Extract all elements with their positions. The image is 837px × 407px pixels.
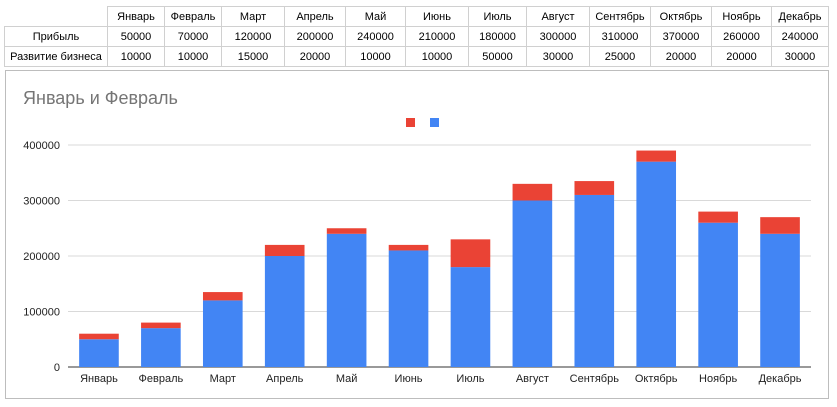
sheet-cell[interactable]: 200000 bbox=[284, 26, 346, 47]
bar-segment bbox=[326, 228, 367, 234]
sheet-cell[interactable]: 310000 bbox=[589, 26, 651, 47]
sheet-cell[interactable]: 30000 bbox=[771, 46, 829, 67]
sheet-cell[interactable]: 10000 bbox=[107, 46, 165, 67]
sheet-cell[interactable]: 10000 bbox=[164, 46, 222, 67]
bar-segment bbox=[698, 211, 738, 223]
sheet-row-label[interactable]: Развитие бизнеса bbox=[4, 46, 108, 67]
sheet-cell[interactable]: 50000 bbox=[468, 46, 527, 67]
sheet-cell[interactable]: 15000 bbox=[221, 46, 285, 67]
bar-segment bbox=[141, 322, 181, 329]
bar-segment bbox=[202, 292, 243, 301]
sheet-header-cell[interactable]: Июль bbox=[468, 6, 527, 27]
sheet-data-row: Развитие бизнеса 10000 10000 15000 20000 1000… bbox=[4, 46, 829, 67]
bar-segment bbox=[326, 233, 367, 367]
sheet-cell[interactable]: 70000 bbox=[164, 26, 222, 47]
sheet-cell[interactable]: 20000 bbox=[650, 46, 712, 67]
chart-container[interactable]: Январь и Февраль 0 100000 200000 300000 4000… bbox=[5, 70, 829, 399]
bar-segment bbox=[388, 250, 429, 367]
bar-segment bbox=[264, 256, 305, 367]
sheet-header-cell[interactable]: Ноябрь bbox=[711, 6, 772, 27]
sheet-cell[interactable]: 25000 bbox=[589, 46, 651, 67]
x-tick-label: Апрель bbox=[266, 373, 304, 385]
sheet-cell[interactable]: 50000 bbox=[107, 26, 165, 47]
y-tick-label: 300000 bbox=[23, 196, 60, 208]
sheet-row-label[interactable]: Прибыль bbox=[4, 26, 108, 47]
sheet-header-cell[interactable]: Август bbox=[526, 6, 590, 27]
bar-segment bbox=[264, 244, 305, 256]
sheet-header-cell[interactable]: Январь bbox=[107, 6, 165, 27]
sheet-cell[interactable]: 30000 bbox=[526, 46, 590, 67]
bar-segment bbox=[698, 222, 738, 367]
y-tick-label: 400000 bbox=[23, 140, 60, 152]
bar-segment bbox=[388, 244, 429, 251]
sheet-data-row: Прибыль 50000 70000 120000 200000 240000 21000… bbox=[4, 26, 829, 47]
x-tick-label: Июль bbox=[456, 373, 484, 385]
sheet-header-cell[interactable]: Март bbox=[221, 6, 285, 27]
y-tick-label: 0 bbox=[54, 362, 60, 374]
sheet-header-cell[interactable]: Июнь bbox=[405, 6, 469, 27]
sheet-header-cell[interactable]: Сентябрь bbox=[589, 6, 651, 27]
bar-segment bbox=[79, 339, 119, 367]
x-tick-label: Октябрь bbox=[635, 373, 678, 385]
sheet-header-cell[interactable]: Май bbox=[345, 6, 406, 27]
x-tick-label: Февраль bbox=[139, 373, 184, 385]
bar-segment bbox=[450, 239, 491, 268]
sheet-cell[interactable]: 240000 bbox=[771, 26, 829, 47]
x-tick-label: Декабрь bbox=[759, 373, 802, 385]
bar-segment bbox=[450, 267, 491, 367]
sheet-header-cell[interactable]: Декабрь bbox=[771, 6, 829, 27]
sheet-cell[interactable]: 120000 bbox=[221, 26, 285, 47]
sheet-cell[interactable]: 370000 bbox=[650, 26, 712, 47]
x-tick-label: Июнь bbox=[395, 373, 423, 385]
sheet-header-cell[interactable]: Апрель bbox=[284, 6, 346, 27]
x-tick-label: Сентябрь bbox=[570, 373, 620, 385]
sheet-cell[interactable]: 260000 bbox=[711, 26, 772, 47]
bar-segment bbox=[636, 161, 677, 367]
bar-segment bbox=[512, 183, 553, 201]
sheet-cell[interactable]: 180000 bbox=[468, 26, 527, 47]
x-tick-label: Ноябрь bbox=[699, 373, 737, 385]
chart-title: Январь и Февраль bbox=[23, 88, 178, 108]
spreadsheet-table: Январь Февраль Март Апрель Май Июнь Июль Август… bbox=[4, 6, 829, 67]
legend-swatch bbox=[406, 118, 415, 127]
bar-segment bbox=[574, 194, 615, 367]
sheet-cell[interactable]: 10000 bbox=[405, 46, 469, 67]
bar-segment bbox=[141, 328, 181, 367]
sheet-header-row: Январь Февраль Март Апрель Май Июнь Июль Август… bbox=[4, 6, 829, 27]
bar-segment bbox=[79, 333, 119, 340]
bar-segment bbox=[636, 150, 677, 162]
legend-swatch bbox=[430, 118, 439, 127]
sheet-cell[interactable]: 20000 bbox=[711, 46, 772, 67]
sheet-cell[interactable]: 10000 bbox=[345, 46, 406, 67]
x-tick-label: Март bbox=[210, 373, 236, 385]
sheet-cell[interactable]: 20000 bbox=[284, 46, 346, 67]
y-tick-label: 200000 bbox=[23, 251, 60, 263]
bar-segment bbox=[202, 300, 243, 367]
x-tick-label: Май bbox=[336, 373, 358, 385]
sheet-header-cell[interactable]: Февраль bbox=[164, 6, 222, 27]
bar-segment bbox=[760, 233, 800, 367]
x-tick-label: Август bbox=[516, 373, 549, 385]
sheet-cell[interactable]: 210000 bbox=[405, 26, 469, 47]
bar-segment bbox=[760, 217, 800, 234]
y-tick-label: 100000 bbox=[23, 307, 60, 319]
sheet-header-cell[interactable]: Октябрь bbox=[650, 6, 712, 27]
bar-segment bbox=[574, 181, 615, 195]
stacked-bar-chart: 0 100000 200000 300000 400000 Январь Февраль Ма… bbox=[23, 118, 811, 385]
sheet-corner-cell[interactable] bbox=[4, 6, 108, 27]
sheet-cell[interactable]: 300000 bbox=[526, 26, 590, 47]
sheet-cell[interactable]: 240000 bbox=[345, 26, 406, 47]
bar-segment bbox=[512, 200, 553, 367]
x-tick-label: Январь bbox=[80, 373, 118, 385]
